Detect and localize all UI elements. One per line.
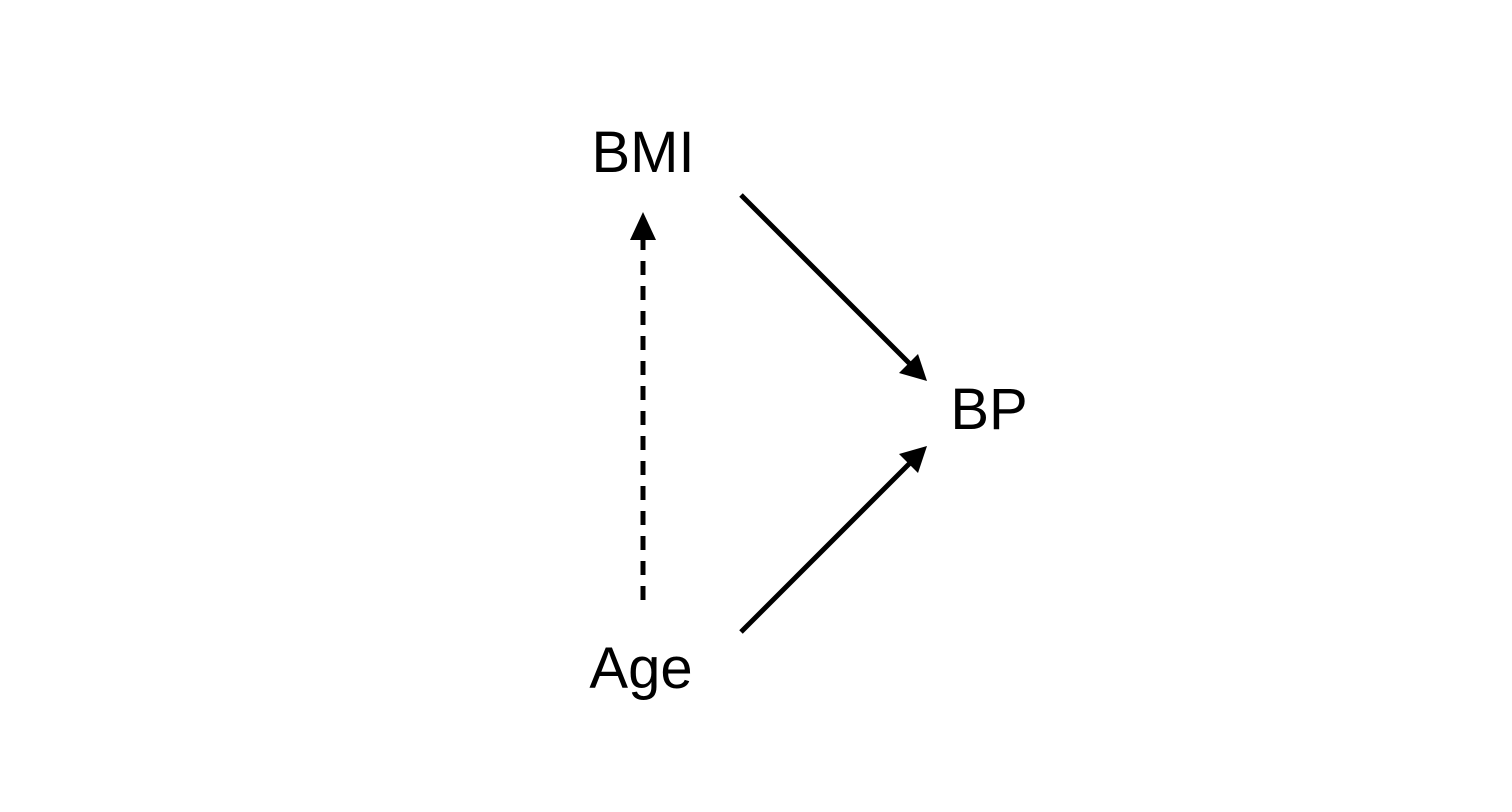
arrowhead-bp-top — [899, 354, 927, 381]
arrowhead-bp-bottom — [899, 446, 927, 473]
edge-age-to-bp — [739, 446, 927, 634]
arrowhead-bmi — [630, 212, 656, 240]
node-bp-label: BP — [950, 377, 1027, 442]
node-bmi-label: BMI — [591, 120, 694, 185]
edge-age-to-bmi — [630, 212, 656, 600]
edge-bmi-to-bp — [739, 193, 927, 381]
node-age-label: Age — [589, 636, 692, 701]
